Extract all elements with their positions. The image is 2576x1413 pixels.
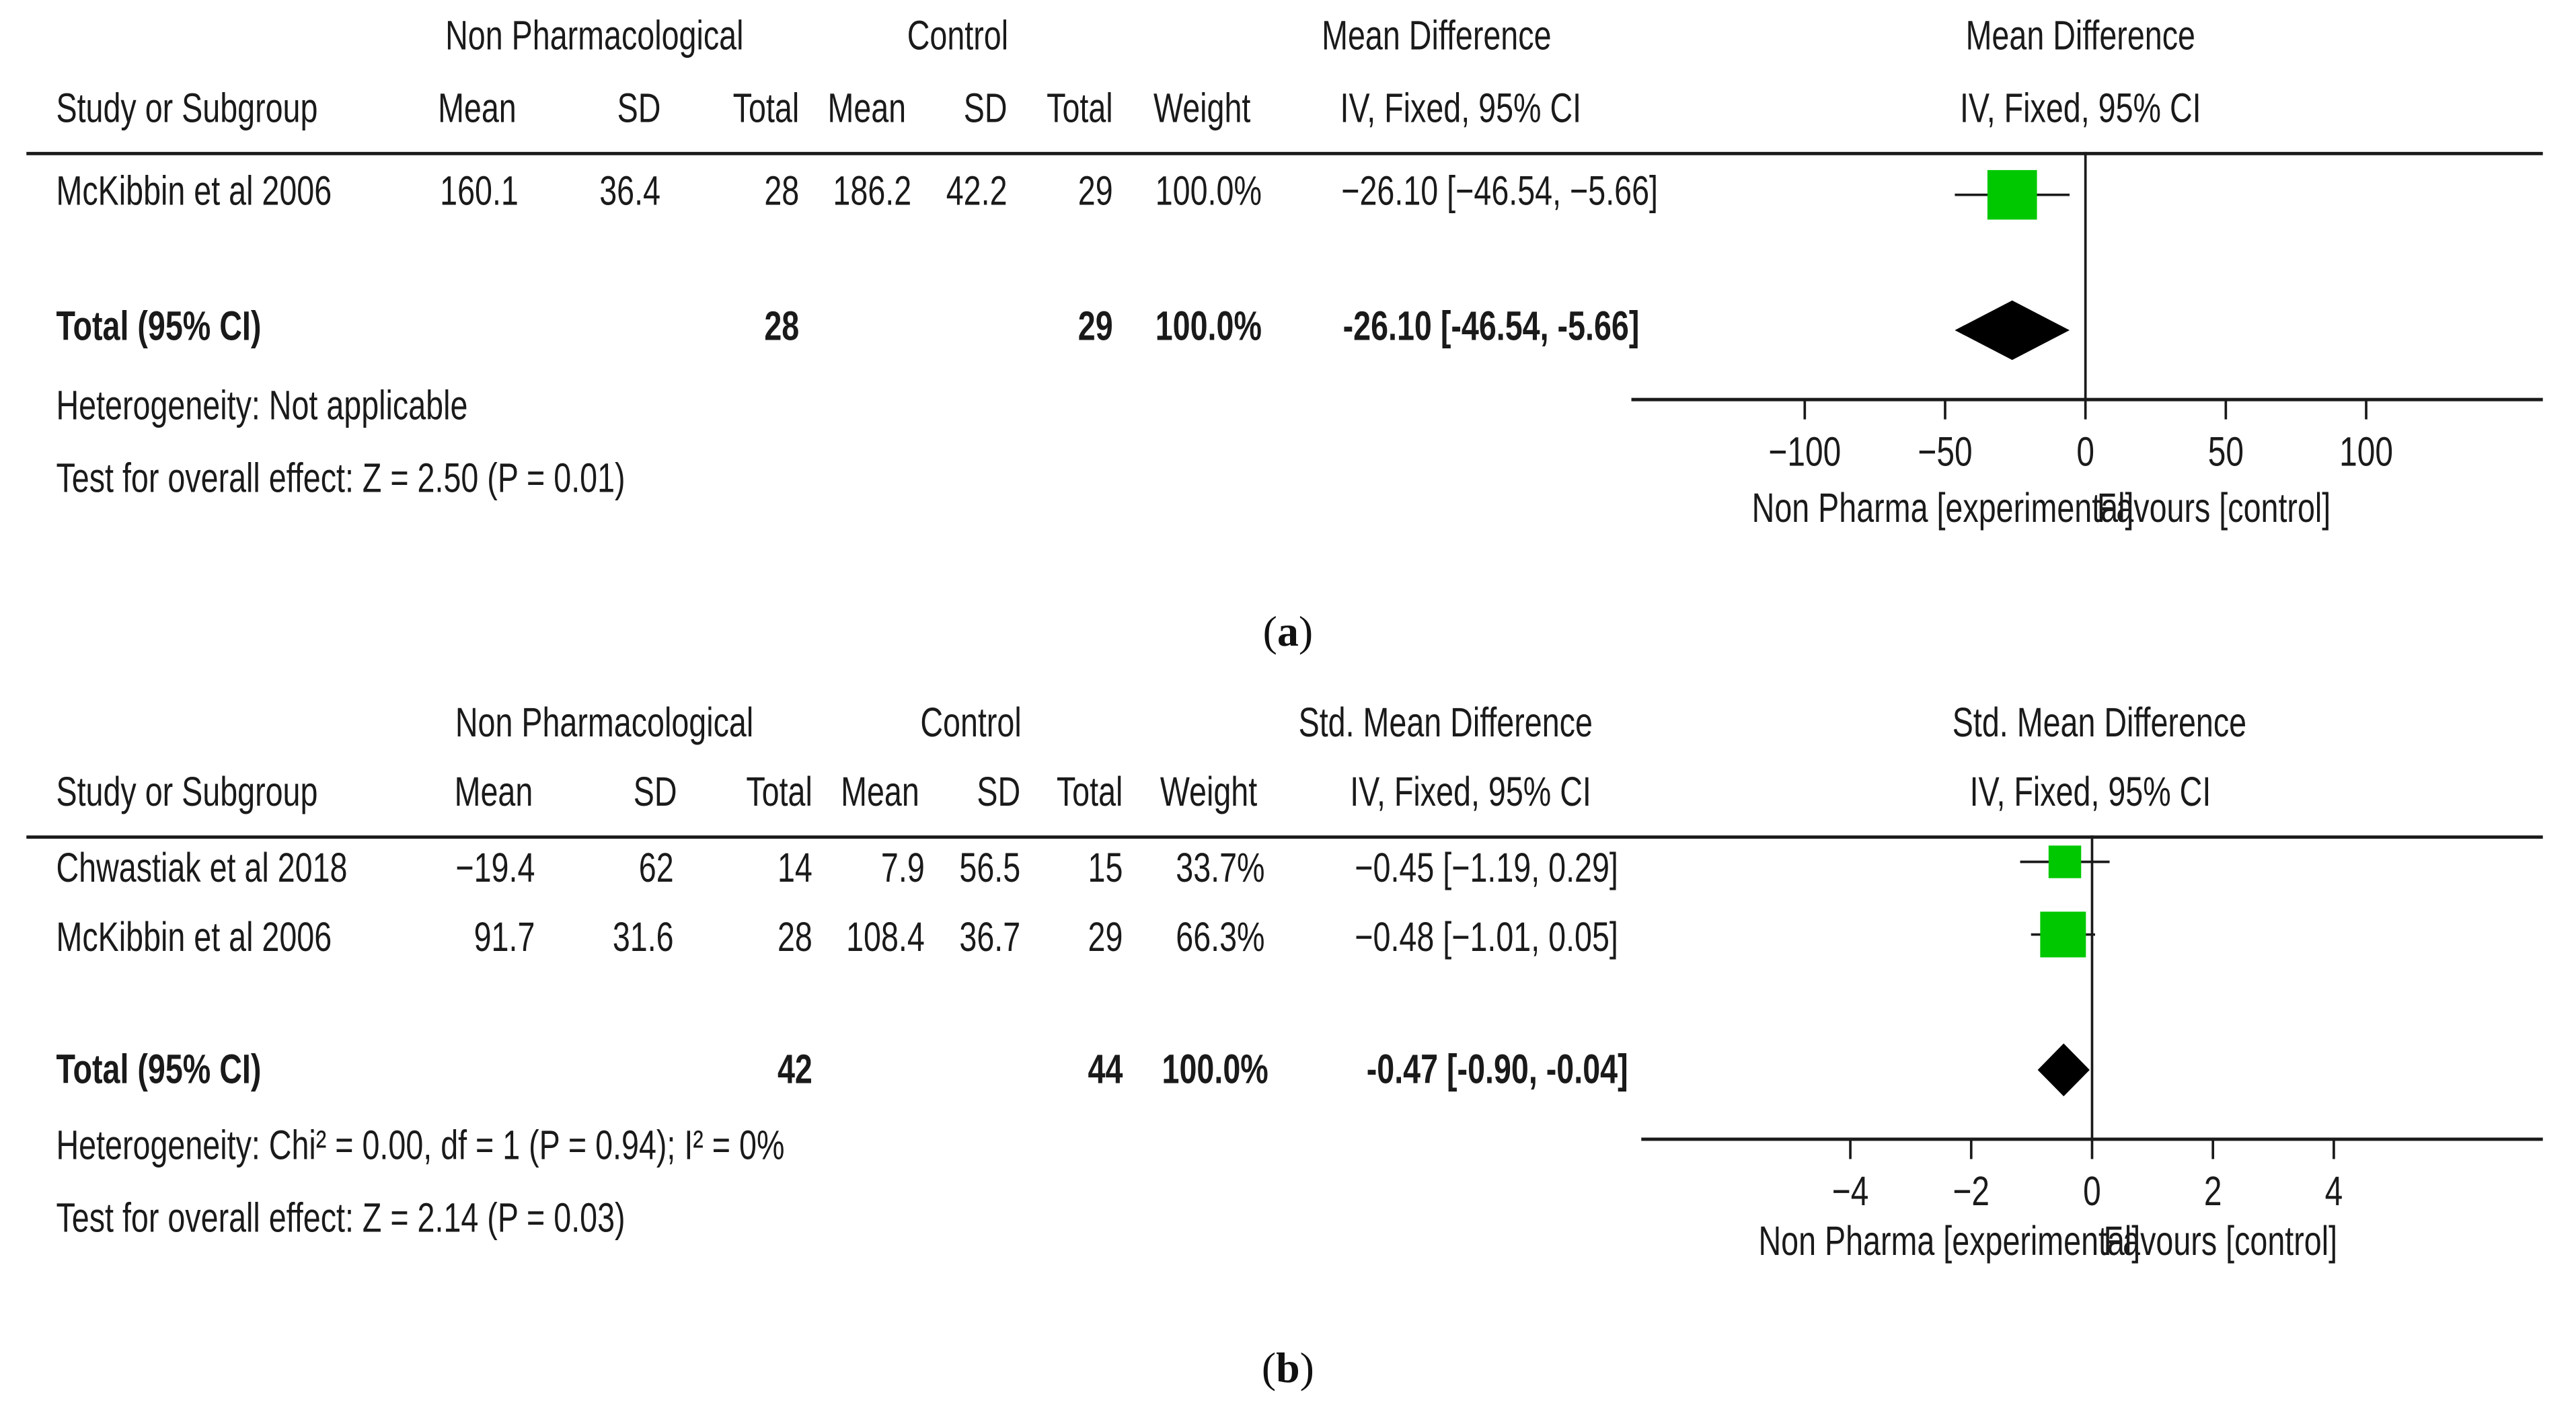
ci-text: −26.10 [−46.54, −5.66] <box>1341 168 1659 215</box>
x-tick-label: −2 <box>1953 1168 1990 1214</box>
x-tick-label: −100 <box>1768 428 1841 475</box>
header-rule <box>26 151 2543 155</box>
ctl-mean: 7.9 <box>880 845 925 892</box>
total-ci-text: -0.47 [-0.90, -0.04] <box>1366 1046 1628 1094</box>
total-weight: 100.0% <box>1155 303 1262 350</box>
ci-text: −0.45 [−1.19, 0.29] <box>1355 845 1618 892</box>
study-effect-marker <box>2048 845 2082 878</box>
weight: 66.3% <box>1176 915 1265 961</box>
control-group-header: Control <box>907 13 1009 60</box>
x-tick-label: 0 <box>2083 1168 2101 1214</box>
study-name: McKibbin et al 2006 <box>56 915 332 961</box>
caption-letter-b: b <box>1276 1344 1300 1392</box>
control-group-header: Control <box>920 699 1022 747</box>
caption-letter-a: a <box>1277 607 1299 656</box>
plot-effect-subheader: IV, Fixed, 95% CI <box>1959 85 2201 132</box>
weight: 33.7% <box>1176 845 1265 892</box>
ctl-mean: 108.4 <box>846 915 925 961</box>
ctl-mean: 186.2 <box>833 168 912 215</box>
forest-plot-panel-b: Non Pharmacological Control Std. Mean Di… <box>0 683 2576 1311</box>
exp-total: 28 <box>777 915 812 961</box>
exp-sd: 31.6 <box>612 915 674 961</box>
exp-mean: −19.4 <box>455 845 535 892</box>
forest-plot-panel-a: Non Pharmacological Control Mean Differe… <box>0 0 2576 627</box>
exp-mean: 91.7 <box>473 915 535 961</box>
ctl-sd: 56.5 <box>959 845 1021 892</box>
favours-left-label: Non Pharma [experimental] <box>1758 1218 2141 1265</box>
col-exp-sd: SD <box>617 85 661 132</box>
col-weight: Weight <box>1160 769 1258 816</box>
caption-b: (b) <box>1261 1344 1314 1392</box>
col-ctl-total: Total <box>1047 85 1113 132</box>
ctl-total: 29 <box>1088 915 1123 961</box>
study-name: McKibbin et al 2006 <box>56 168 332 215</box>
total-exp: 28 <box>764 303 800 350</box>
col-exp-mean: Mean <box>438 85 517 132</box>
col-exp-mean: Mean <box>454 769 533 816</box>
col-ctl-sd: SD <box>977 769 1021 816</box>
total-ctl: 44 <box>1088 1046 1123 1094</box>
study-effect-marker <box>1987 169 2037 220</box>
total-label: Total (95% CI) <box>56 1046 262 1094</box>
total-exp: 42 <box>777 1046 812 1094</box>
ci-text: −0.48 [−1.01, 0.05] <box>1355 915 1618 961</box>
plot-effect-subheader: IV, Fixed, 95% CI <box>1969 769 2211 816</box>
exp-total: 14 <box>777 845 812 892</box>
pooled-effect-diamond <box>1955 300 2070 360</box>
col-ci: IV, Fixed, 95% CI <box>1340 85 1582 132</box>
col-ci: IV, Fixed, 95% CI <box>1350 769 1591 816</box>
x-tick-label: 2 <box>2204 1168 2222 1214</box>
col-study: Study or Subgroup <box>56 769 318 816</box>
pooled-effect-diamond <box>2037 1043 2090 1097</box>
ctl-total: 15 <box>1088 845 1123 892</box>
favours-right-label: Favours [control] <box>2103 1218 2338 1265</box>
x-tick-label: 4 <box>2325 1168 2343 1214</box>
favours-right-label: Favours [control] <box>2096 485 2331 532</box>
col-ctl-total: Total <box>1056 769 1123 816</box>
col-exp-sd: SD <box>633 769 677 816</box>
overall-effect-text: Test for overall effect: Z = 2.14 (P = 0… <box>56 1195 626 1242</box>
col-exp-total: Total <box>746 769 812 816</box>
x-tick-label: 100 <box>2339 428 2393 475</box>
col-exp-total: Total <box>732 85 800 132</box>
exp-sd: 36.4 <box>599 168 660 215</box>
plot-effect-header: Std. Mean Difference <box>1952 699 2247 747</box>
forest-plot-a: −100 −50 0 50 100 <box>1631 151 2543 475</box>
exp-mean: 160.1 <box>440 168 519 215</box>
x-tick-label: 0 <box>2076 428 2094 475</box>
study-name: Chwastiak et al 2018 <box>56 845 348 892</box>
ctl-total: 29 <box>1077 168 1113 215</box>
effect-header: Mean Difference <box>1322 13 1552 60</box>
col-study: Study or Subgroup <box>56 85 318 132</box>
study-effect-marker <box>2040 911 2086 958</box>
header-rule <box>26 835 2543 839</box>
forest-plot-b: −4 −2 0 2 4 <box>1641 835 2543 1215</box>
total-label: Total (95% CI) <box>56 303 262 350</box>
ctl-sd: 42.2 <box>946 168 1008 215</box>
x-tick-label: 50 <box>2208 428 2244 475</box>
weight: 100.0% <box>1155 168 1262 215</box>
total-ctl: 29 <box>1077 303 1113 350</box>
exp-total: 28 <box>764 168 800 215</box>
plot-effect-header: Mean Difference <box>1965 13 2195 60</box>
heterogeneity-text: Heterogeneity: Not applicable <box>56 383 468 430</box>
effect-header: Std. Mean Difference <box>1298 699 1593 747</box>
heterogeneity-text: Heterogeneity: Chi² = 0.00, df = 1 (P = … <box>56 1122 785 1170</box>
col-weight: Weight <box>1153 85 1251 132</box>
total-weight: 100.0% <box>1162 1046 1268 1094</box>
exp-group-header: Non Pharmacological <box>445 13 744 60</box>
exp-sd: 62 <box>638 845 674 892</box>
col-ctl-mean: Mean <box>827 85 907 132</box>
x-tick-label: −4 <box>1832 1168 1869 1214</box>
col-ctl-sd: SD <box>963 85 1008 132</box>
x-tick-label: −50 <box>1918 428 1972 475</box>
favours-left-label: Non Pharma [experimental] <box>1751 485 2134 532</box>
ctl-sd: 36.7 <box>959 915 1021 961</box>
total-ci-text: -26.10 [-46.54, -5.66] <box>1342 303 1640 350</box>
exp-group-header: Non Pharmacological <box>455 699 754 747</box>
overall-effect-text: Test for overall effect: Z = 2.50 (P = 0… <box>56 455 626 502</box>
caption-a: (a) <box>1262 607 1314 656</box>
col-ctl-mean: Mean <box>841 769 919 816</box>
